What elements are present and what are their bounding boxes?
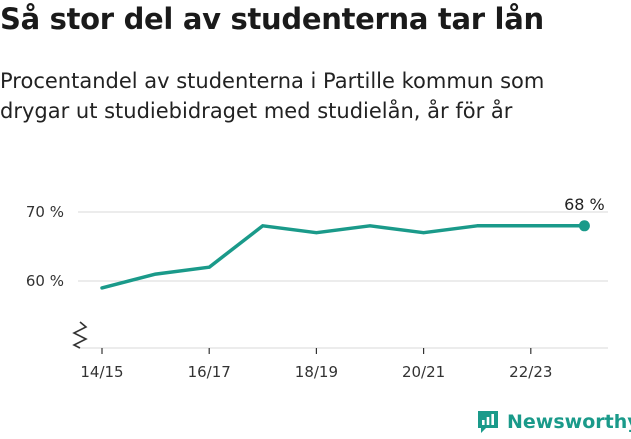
newsworthy-logo-icon — [478, 411, 498, 433]
last-data-point — [578, 220, 590, 232]
line-chart: 60 % 70 % 14/15 16/17 18/19 20/21 22/23 68 % — [26, 195, 608, 381]
x-tick-label: 22/23 — [509, 363, 552, 381]
y-tick-label: 60 % — [26, 272, 64, 290]
x-tick-label: 20/21 — [402, 363, 445, 381]
label-layer: 60 % 70 % 14/15 16/17 18/19 20/21 22/23 68 % — [26, 195, 605, 381]
series-layer — [100, 220, 590, 290]
x-tick-label: 14/15 — [80, 363, 123, 381]
x-tick-label: 16/17 — [188, 363, 231, 381]
axis-layer — [72, 321, 608, 354]
axis-break-icon — [72, 321, 88, 349]
chart-title: Så stor del av studenterna tar lån — [0, 2, 544, 36]
grid-layer — [78, 211, 608, 282]
x-tick-label: 18/19 — [295, 363, 338, 381]
brand-name: Newsworthy — [507, 411, 631, 433]
last-point-label: 68 % — [564, 195, 605, 214]
series-line — [100, 224, 587, 290]
chart-subtitle: Procentandel av studenterna i Partille k… — [0, 69, 545, 123]
y-tick-label: 70 % — [26, 203, 64, 221]
brand-logo: Newsworthy — [476, 408, 631, 436]
